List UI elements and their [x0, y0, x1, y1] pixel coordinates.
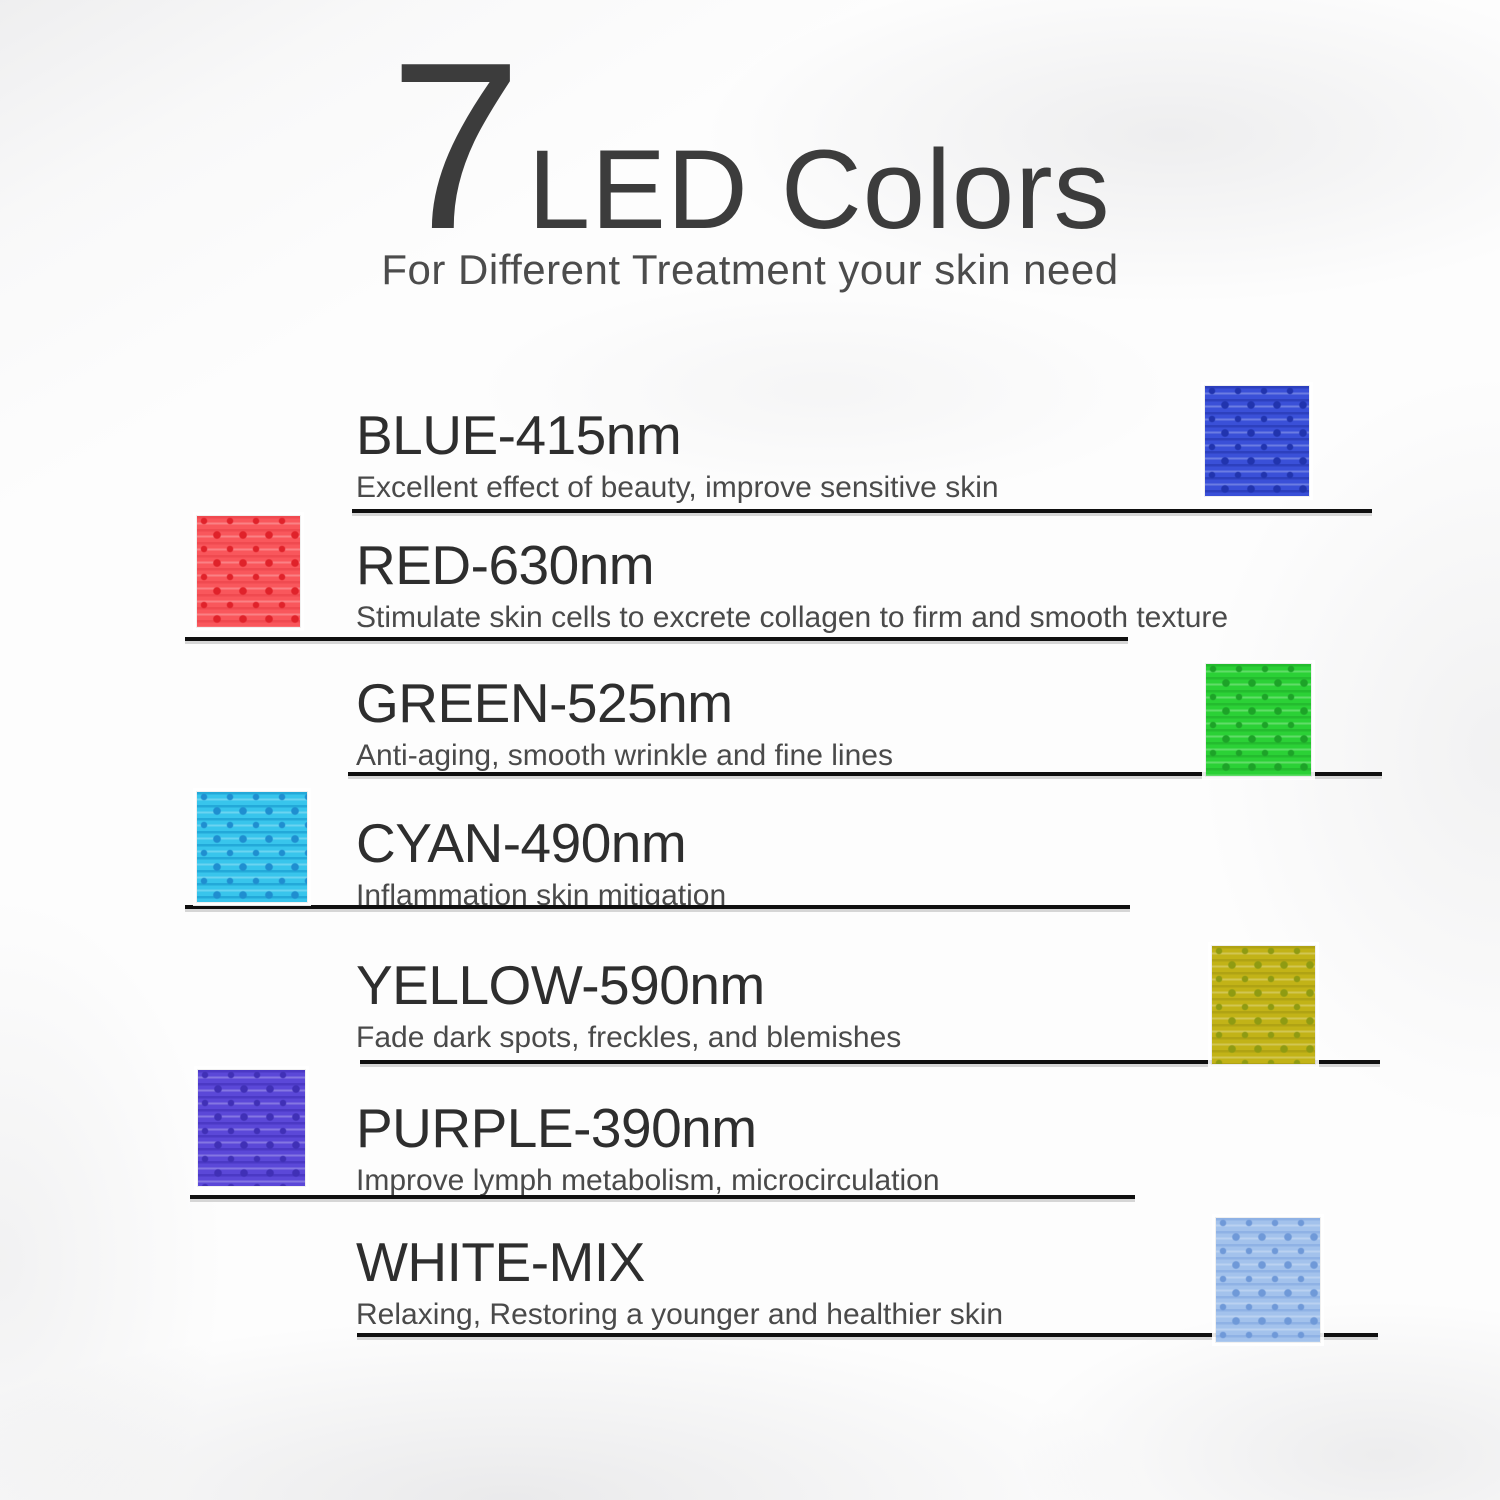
led-name: CYAN-490nm: [356, 812, 687, 874]
led-name: YELLOW-590nm: [356, 954, 765, 1016]
separator-line: [352, 509, 1372, 513]
title-number: 7: [389, 14, 521, 279]
led-row-cyan: CYAN-490nm Inflammation skin mitigation: [356, 814, 1346, 913]
led-name: RED-630nm: [356, 534, 655, 596]
led-description: Relaxing, Restoring a younger and health…: [356, 1298, 1004, 1331]
led-row-red: RED-630nm Stimulate skin cells to excret…: [356, 536, 1346, 635]
led-description: Anti-aging, smooth wrinkle and fine line…: [356, 739, 893, 772]
led-swatch-green: [1206, 664, 1311, 776]
led-name: BLUE-415nm: [356, 404, 682, 466]
title-text: LED Colors: [527, 127, 1111, 252]
led-row-yellow: YELLOW-590nm Fade dark spots, freckles, …: [356, 956, 1346, 1055]
separator-line: [190, 1195, 1135, 1199]
led-description: Fade dark spots, freckles, and blemishes: [356, 1021, 902, 1054]
page-subtitle: For Different Treatment your skin need: [381, 246, 1119, 293]
led-description: Excellent effect of beauty, improve sens…: [356, 471, 999, 504]
led-description: Stimulate skin cells to excrete collagen…: [356, 601, 1229, 634]
led-description: Improve lymph metabolism, microcirculati…: [356, 1164, 940, 1197]
separator-line: [185, 905, 1130, 909]
led-name: GREEN-525nm: [356, 672, 733, 734]
led-swatch-red: [197, 516, 300, 627]
led-row-blue: BLUE-415nm Excellent effect of beauty, i…: [356, 406, 1346, 505]
led-swatch-cyan: [197, 792, 307, 902]
led-swatch-yellow: [1212, 946, 1315, 1064]
separator-line: [360, 1060, 1380, 1064]
page-title: 7 LED Colors: [0, 28, 1500, 266]
led-swatch-blue: [1205, 386, 1309, 496]
led-swatch-white-mix: [1216, 1218, 1320, 1342]
led-name: PURPLE-390nm: [356, 1097, 757, 1159]
separator-line: [357, 1333, 1378, 1337]
separator-line: [185, 637, 1128, 641]
led-row-green: GREEN-525nm Anti-aging, smooth wrinkle a…: [356, 674, 1346, 773]
led-swatch-purple: [198, 1070, 305, 1186]
separator-line: [348, 772, 1382, 776]
led-row-purple: PURPLE-390nm Improve lymph metabolism, m…: [356, 1099, 1346, 1198]
led-row-white-mix: WHITE-MIX Relaxing, Restoring a younger …: [356, 1233, 1346, 1332]
led-name: WHITE-MIX: [356, 1231, 645, 1293]
